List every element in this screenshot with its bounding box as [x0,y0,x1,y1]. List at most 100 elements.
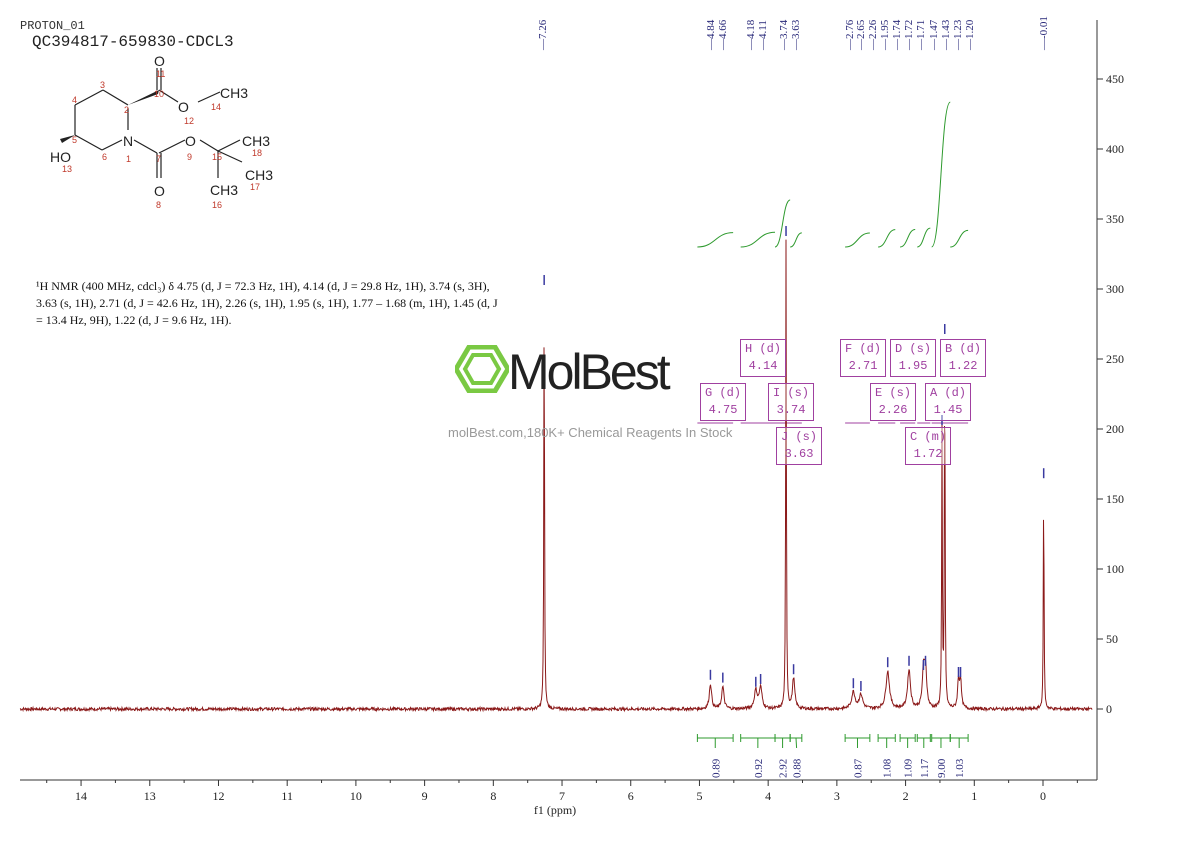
x-tick-label: 6 [628,789,634,803]
integral-value: 0.89 [710,758,722,778]
integral-curve [917,227,931,248]
multiplet-id: E (s) [875,386,912,400]
multiplet-shift: 1.22 [948,359,978,373]
peak-label: —3.63 [790,19,802,51]
atom-number: 12 [184,116,194,126]
y-tick-label: 350 [1106,212,1124,226]
atom-number: 16 [212,200,222,210]
peak-label: —2.26 [867,19,879,51]
peak-label: —1.72 [903,20,915,51]
integral-value: 1.09 [903,758,915,778]
y-tick-label: 450 [1106,72,1124,86]
integral-curve [845,232,870,248]
spectrum-line [19,239,1093,713]
multiplet-shift: 2.26 [878,403,908,417]
y-tick-label: 150 [1106,492,1124,506]
atom-number: 1 [126,154,131,164]
integral-value: 0.92 [753,759,765,778]
atom-ho13: HO [50,149,71,165]
x-tick-label: 0 [1040,789,1046,803]
multiplet-box-F: F (d) 2.71 [840,339,887,377]
peak-label: —4.84 [705,19,717,51]
integral-value: 1.03 [954,758,966,778]
y-tick-label: 200 [1106,422,1124,436]
atom-number: 11 [156,69,165,79]
atom-number: 15 [212,152,222,162]
multiplet-shift: 1.72 [913,447,943,461]
multiplet-shift: 3.74 [776,403,806,417]
molbest-logo-icon [453,344,511,397]
atom-number: 4 [72,95,77,105]
x-tick-label: 12 [212,789,224,803]
integral-curve [899,228,916,248]
peak-label: —1.71 [915,20,927,51]
atom-number: 13 [62,164,72,174]
peak-label: —1.20 [964,19,976,51]
integral-value: 1.17 [919,758,931,778]
multiplet-shift: 4.75 [708,403,738,417]
multiplet-id: J (s) [781,430,818,444]
integral-curve [697,232,734,248]
multiplet-box-H: H (d) 4.14 [740,339,787,377]
x-tick-label: 14 [75,789,87,803]
atom-number: 10 [154,89,164,99]
integral-value: 9.00 [936,758,948,778]
peak-label: —2.76 [844,19,856,51]
integral-value: 0.87 [852,758,864,778]
atom-ch3-17: CH3 [245,167,273,183]
x-tick-label: 11 [281,789,293,803]
atom-number: 9 [187,152,192,162]
multiplet-box-G: G (d) 4.75 [700,383,747,421]
atom-number: 18 [252,148,262,158]
atom-ch3-16: CH3 [210,182,238,198]
peak-label: —4.18 [745,19,757,51]
y-tick-label: 300 [1106,282,1124,296]
atom-ch3-18: CH3 [242,133,270,149]
multiplet-box-J: J (s) 3.63 [776,427,823,465]
x-tick-label: 8 [490,789,496,803]
multiplet-box-A: A (d) 1.45 [925,383,972,421]
x-tick-label: 4 [765,789,771,803]
multiplet-shift: 4.14 [748,359,778,373]
nmr-description: ¹H NMR (400 MHz, cdcl₃) δ 4.75 (d, J = 7… [36,279,498,327]
atom-number: 17 [250,182,260,192]
integral-value: 0.88 [792,758,804,778]
atom-number: 2 [124,105,129,115]
molecule-structure: O O CH3 N HO O O CH3 CH3 CH3 11 10 12 14… [50,53,273,210]
multiplet-id: I (s) [773,386,810,400]
integral-curve [790,232,802,248]
atom-o12: O [178,99,189,115]
multiplet-id: D (s) [895,342,932,356]
x-tick-label: 1 [971,789,977,803]
multiplet-shift: 2.71 [848,359,878,373]
atom-number: 8 [156,200,161,210]
integral-curve [931,101,951,248]
atom-o11: O [154,53,165,69]
y-tick-label: 400 [1106,142,1124,156]
peak-label: —-0.01 [1038,16,1050,51]
watermark-brand: MolBest [508,344,671,400]
integral-curve [950,229,969,248]
atom-number: 14 [211,102,221,112]
multiplet-shift: 1.45 [933,403,963,417]
y-tick-label: 100 [1106,562,1124,576]
y-tick-label: 250 [1106,352,1124,366]
integral-value: 2.92 [778,759,790,778]
y-tick-label: 50 [1106,632,1118,646]
peak-label: —1.23 [952,19,964,51]
watermark-tagline: molBest.com,180K+ Chemical Reagents In S… [448,425,733,440]
sample-name: QC394817-659830-CDCL3 [32,33,234,51]
x-tick-label: 2 [903,789,909,803]
x-tick-label: 9 [422,789,428,803]
integral-curve [740,231,776,248]
peak-label: —1.95 [879,19,891,51]
integral-curve [774,199,791,248]
experiment-name: PROTON_01 [20,19,85,33]
peak-label: —3.74 [778,19,790,51]
peak-label: —1.47 [928,19,940,51]
peak-label: —1.74 [891,19,903,51]
atom-number: 3 [100,80,105,90]
x-tick-label: 13 [144,789,156,803]
multiplet-id: F (d) [845,342,882,356]
